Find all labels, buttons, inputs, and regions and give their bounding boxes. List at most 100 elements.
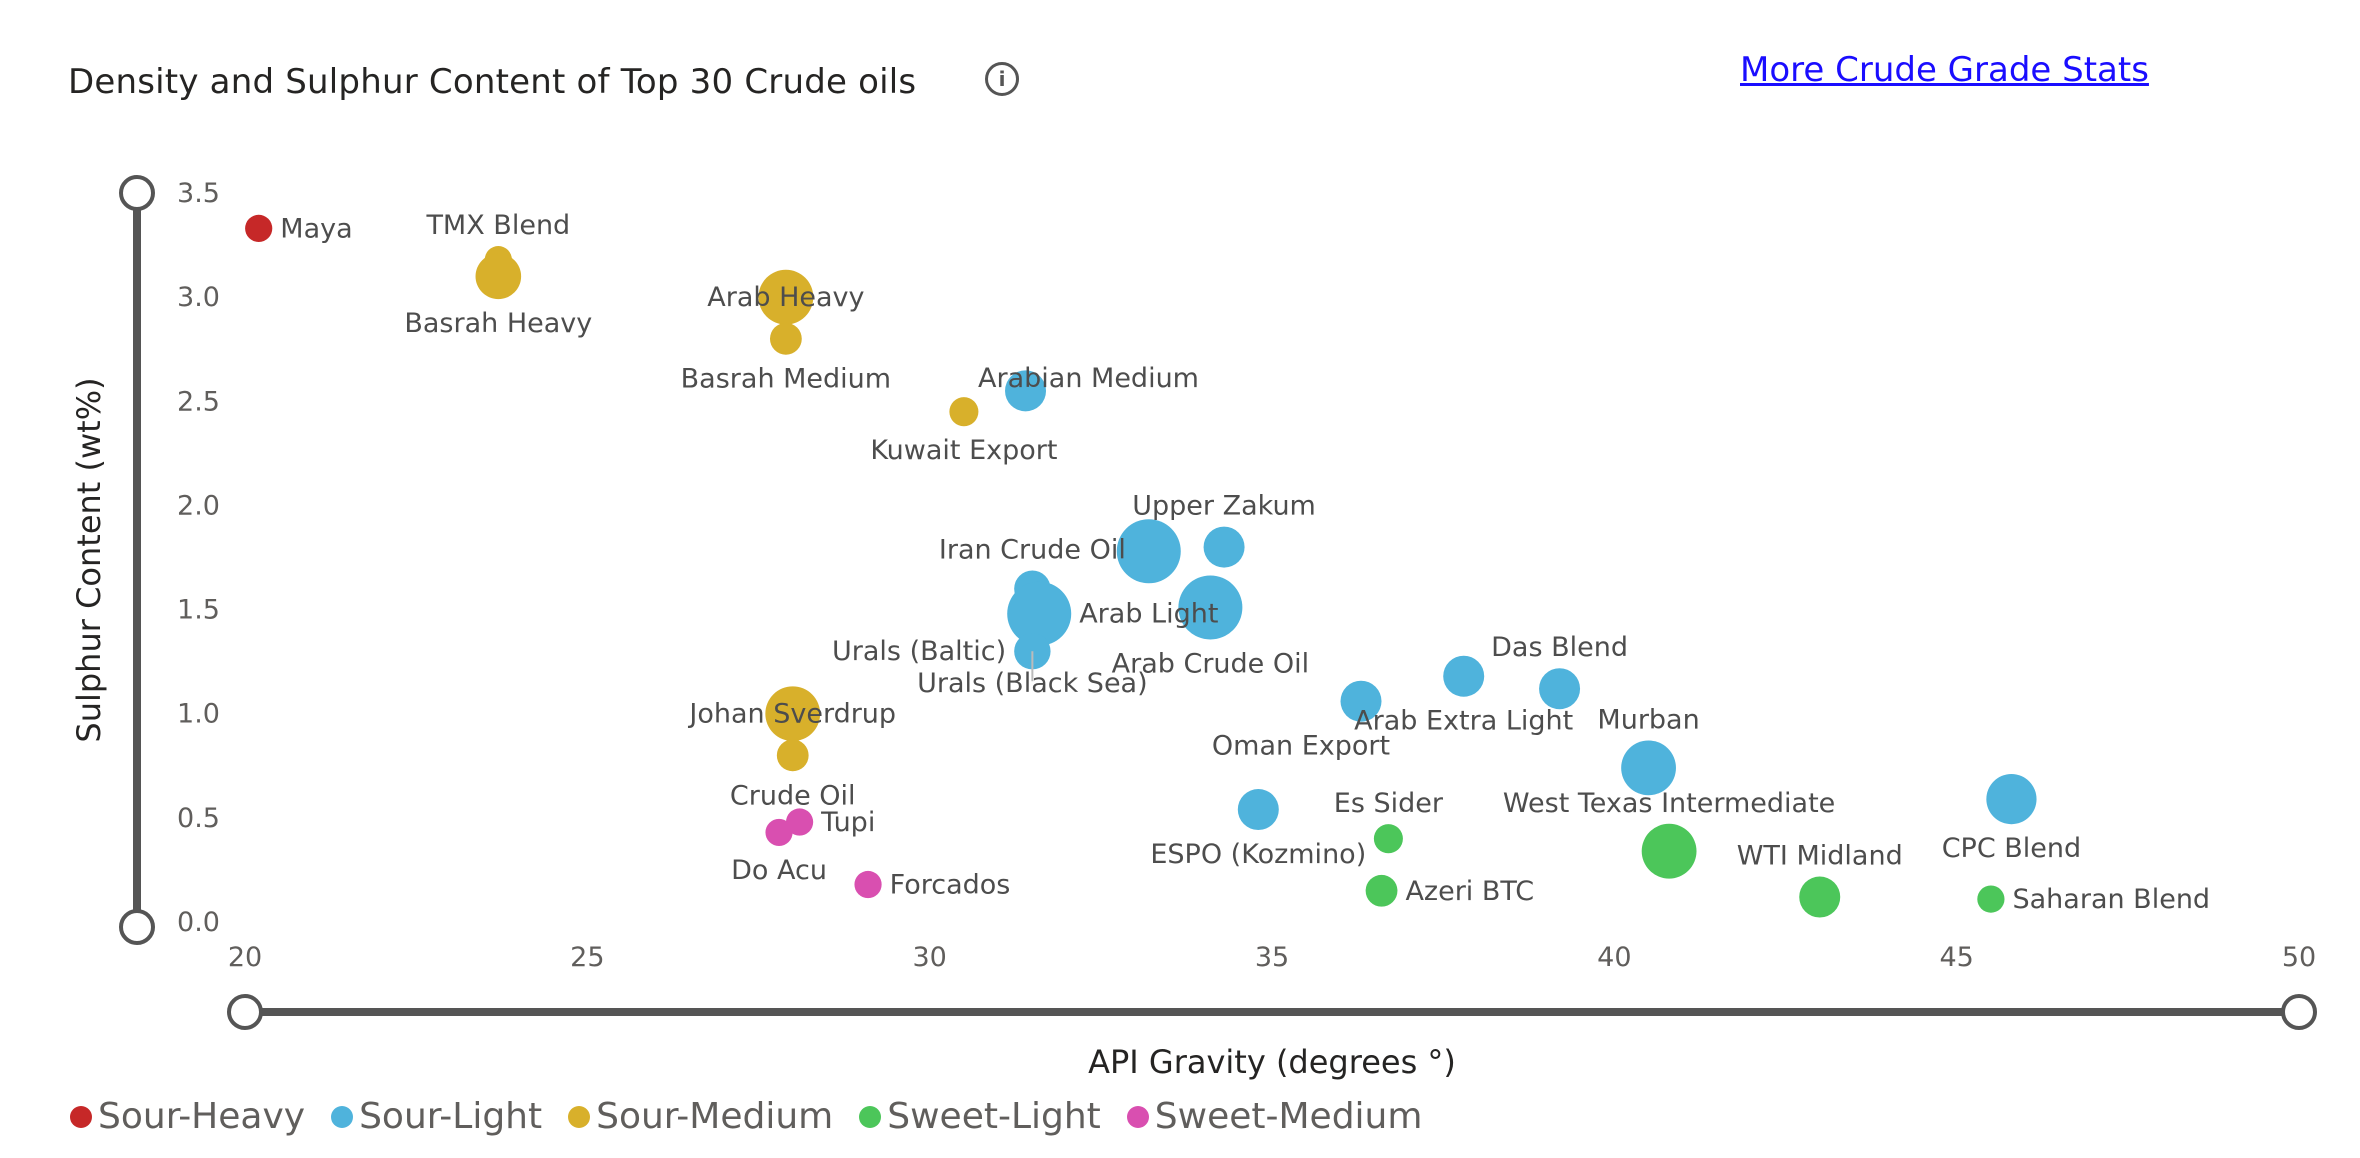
data-point[interactable]: [1443, 655, 1485, 697]
legend-label: Sour-Heavy: [98, 1096, 306, 1137]
data-label: Maya: [280, 213, 352, 244]
y-axis-title: Sulphur Content (wt%): [70, 377, 108, 742]
data-label: Kuwait Export: [870, 435, 1057, 466]
data-label: WTI Midland: [1737, 841, 1903, 872]
data-point[interactable]: [1799, 876, 1841, 918]
data-point[interactable]: [1203, 526, 1245, 568]
data-point[interactable]: [1178, 575, 1243, 640]
info-icon[interactable]: i: [985, 62, 1019, 96]
x-slider-right-handle[interactable]: [2281, 994, 2317, 1030]
x-tick-label: 20: [228, 942, 262, 973]
data-point[interactable]: [765, 818, 793, 847]
y-tick-label: 0.0: [177, 907, 220, 938]
legend-item[interactable]: Sour-Heavy: [70, 1096, 305, 1137]
y-slider-top-handle[interactable]: [119, 175, 155, 211]
x-slider-left-handle[interactable]: [227, 994, 263, 1030]
data-point[interactable]: [1005, 370, 1047, 412]
legend-item[interactable]: Sour-Medium: [568, 1096, 833, 1137]
data-points: [245, 214, 2037, 918]
scatter-plot: 0.00.51.01.52.02.53.03.5 20 25 30 35 40 45 50 …: [70, 175, 2317, 1081]
data-labels: Maya TMX Blend Basrah Heavy Arab Heavy Basra…: [280, 210, 2210, 915]
x-tick-label: 40: [1597, 942, 1631, 973]
legend-dot-icon: [70, 1105, 92, 1128]
y-tick-label: 2.0: [177, 490, 220, 521]
x-axis-range-slider[interactable]: [227, 994, 2317, 1030]
x-tick-label: 45: [1939, 942, 1973, 973]
legend-label: Sour-Medium: [596, 1096, 834, 1137]
data-point[interactable]: [785, 808, 814, 836]
data-label: Es Sider: [1334, 788, 1444, 819]
more-crude-grade-stats-link[interactable]: More Crude Grade Stats: [1740, 50, 2149, 90]
legend-label: Sweet-Medium: [1154, 1096, 1423, 1137]
data-label: Forcados: [890, 870, 1011, 901]
data-label: ESPO (Kozmino): [1150, 839, 1366, 870]
data-label: Arab Light: [1079, 599, 1218, 630]
y-tick-label: 1.0: [177, 699, 220, 730]
legend: Sour-Heavy Sour-Light Sour-Medium Sweet-Lig…: [70, 1096, 1422, 1137]
data-label: Upper Zakum: [1132, 491, 1316, 522]
legend-label: Sour-Light: [359, 1096, 543, 1137]
x-axis-ticks: 20 25 30 35 40 45 50: [228, 942, 2316, 973]
data-label: TMX Blend: [425, 210, 570, 241]
legend-label: Sweet-Light: [887, 1096, 1101, 1137]
data-point[interactable]: [1340, 680, 1382, 722]
data-point[interactable]: [1641, 823, 1697, 879]
data-label: Arab Extra Light: [1354, 706, 1573, 737]
data-point[interactable]: [1365, 874, 1398, 907]
data-label: Saharan Blend: [2013, 884, 2211, 915]
data-point[interactable]: [776, 739, 809, 772]
y-tick-label: 3.5: [177, 178, 220, 209]
data-point[interactable]: [1116, 519, 1181, 584]
data-label: Basrah Heavy: [404, 308, 592, 339]
data-label: Iran Crude Oil: [939, 535, 1126, 566]
legend-dot-icon: [1126, 1105, 1149, 1128]
legend-item[interactable]: Sweet-Light: [859, 1096, 1101, 1137]
data-label: Azeri BTC: [1405, 876, 1534, 907]
data-label: Arab Crude Oil: [1112, 648, 1310, 679]
data-label: Das Blend: [1491, 632, 1628, 663]
legend-dot-icon: [331, 1105, 354, 1128]
data-label: Oman Export: [1212, 731, 1390, 762]
data-point[interactable]: [1007, 581, 1072, 646]
y-tick-label: 0.5: [177, 803, 220, 834]
data-point[interactable]: [245, 214, 273, 243]
data-point[interactable]: [1977, 885, 2005, 913]
data-label: Tupi: [820, 807, 875, 838]
y-tick-label: 3.0: [177, 282, 220, 313]
data-label: West Texas Intermediate: [1503, 788, 1835, 819]
data-label: Arabian Medium: [978, 363, 1199, 394]
data-point[interactable]: [1539, 668, 1581, 710]
data-label: Arab Heavy: [707, 282, 864, 313]
data-label: Basrah Medium: [681, 364, 891, 395]
data-point[interactable]: [1986, 774, 2037, 825]
data-point[interactable]: [854, 870, 882, 899]
data-point[interactable]: [1373, 824, 1403, 854]
x-axis-title: API Gravity (degrees °): [1088, 1043, 1456, 1081]
x-tick-label: 25: [570, 942, 604, 973]
data-point[interactable]: [765, 686, 821, 742]
y-axis-range-slider[interactable]: [119, 175, 155, 945]
legend-item[interactable]: Sweet-Medium: [1126, 1096, 1423, 1137]
data-point[interactable]: [1621, 740, 1676, 796]
x-tick-label: 50: [2282, 942, 2316, 973]
legend-item[interactable]: Sour-Light: [331, 1096, 542, 1137]
data-label: CPC Blend: [1942, 833, 2081, 864]
chart-title: Density and Sulphur Content of Top 30 Cr…: [68, 62, 917, 102]
data-point[interactable]: [758, 269, 814, 325]
data-point[interactable]: [475, 253, 522, 300]
legend-dot-icon: [859, 1105, 882, 1128]
y-tick-label: 1.5: [177, 595, 220, 626]
y-axis-ticks: 0.0 0.5 1.0 1.5 2.0 2.5 3.0 3.5: [177, 178, 220, 938]
data-label: Murban: [1597, 704, 1699, 735]
y-tick-label: 2.5: [177, 386, 220, 417]
data-label: Do Acu: [731, 855, 827, 886]
data-point[interactable]: [949, 397, 979, 427]
data-label: Urals (Black Sea): [917, 668, 1148, 699]
x-tick-label: 30: [912, 942, 946, 973]
y-slider-bottom-handle[interactable]: [119, 909, 155, 945]
data-label: Crude Oil: [730, 780, 856, 811]
legend-dot-icon: [568, 1105, 591, 1128]
x-tick-label: 35: [1255, 942, 1289, 973]
data-point[interactable]: [769, 322, 802, 355]
data-point[interactable]: [1237, 789, 1279, 831]
